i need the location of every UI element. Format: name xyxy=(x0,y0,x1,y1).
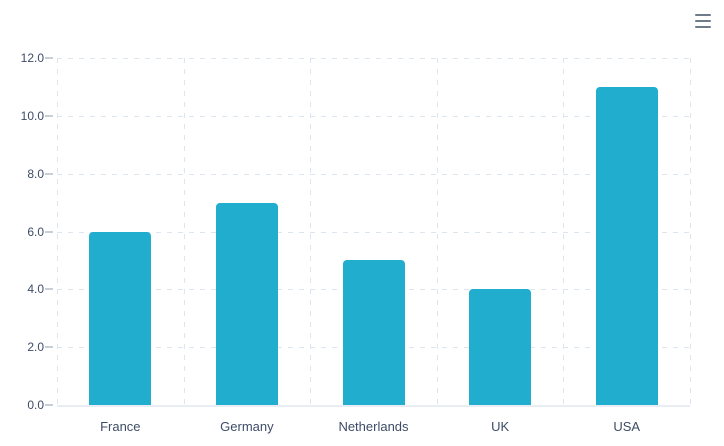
gridline-vertical xyxy=(690,58,691,405)
x-axis-label: USA xyxy=(613,419,641,434)
y-axis-label: 0.0 xyxy=(27,398,44,412)
gridline-horizontal xyxy=(57,173,690,175)
y-axis-tick xyxy=(45,114,53,117)
hamburger-icon xyxy=(695,25,711,28)
hamburger-icon xyxy=(695,14,711,17)
bar-uk[interactable] xyxy=(469,289,532,405)
bar-netherlands[interactable] xyxy=(342,260,405,405)
gridline-horizontal xyxy=(57,58,690,59)
y-axis-tick xyxy=(45,57,53,59)
y-axis-tick xyxy=(45,404,53,406)
y-axis-tick xyxy=(45,230,53,233)
y-axis-label: 10.0 xyxy=(20,108,44,123)
y-axis-label: 12.0 xyxy=(20,51,44,65)
gridline-horizontal xyxy=(57,231,690,233)
hamburger-icon xyxy=(695,19,711,23)
bar-france[interactable] xyxy=(89,231,152,405)
bar-germany[interactable] xyxy=(215,202,278,405)
gridline-horizontal xyxy=(57,115,690,117)
y-axis-tick xyxy=(45,172,53,175)
context-menu-button[interactable] xyxy=(694,13,712,29)
x-axis-label: France xyxy=(100,419,141,434)
y-axis-label: 8.0 xyxy=(27,166,44,181)
x-axis-line xyxy=(57,405,690,407)
y-axis-tick xyxy=(45,346,53,349)
x-axis-label: Netherlands xyxy=(338,419,409,434)
y-axis-label: 4.0 xyxy=(27,282,44,297)
y-axis-label: 6.0 xyxy=(27,224,44,239)
x-axis-label: UK xyxy=(491,419,510,434)
x-axis-label: Germany xyxy=(220,419,274,434)
y-axis-tick xyxy=(45,288,53,291)
y-axis-label: 2.0 xyxy=(27,340,44,355)
bar-usa[interactable] xyxy=(595,86,658,405)
